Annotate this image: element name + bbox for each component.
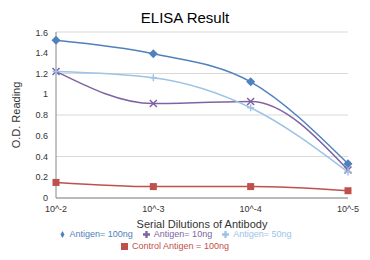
svg-text:O.D. Reading: O.D. Reading: [10, 82, 22, 149]
svg-text:1.2: 1.2: [35, 69, 48, 79]
html-text:Antigen= 50ng: Antigen= 50ng: [233, 229, 292, 239]
svg-text:1: 1: [43, 89, 48, 99]
svg-text:0: 0: [43, 193, 48, 203]
svg-text:0.8: 0.8: [35, 110, 48, 120]
html-text:Antigen= 10ng: Antigen= 10ng: [153, 229, 213, 239]
svg-text:10^-5: 10^-5: [337, 204, 359, 214]
svg-text:10^-3: 10^-3: [142, 204, 164, 214]
svg-text:Serial Dilutions of Antibody: Serial Dilutions of Antibody: [137, 218, 268, 230]
svg-text:0.4: 0.4: [35, 152, 48, 162]
svg-text:1.6: 1.6: [35, 28, 48, 38]
html-text:ELISA Result: ELISA Result: [140, 9, 230, 26]
svg-text:0.6: 0.6: [35, 131, 48, 141]
svg-text:0.2: 0.2: [35, 172, 48, 182]
svg-text:10^-2: 10^-2: [45, 204, 67, 214]
svg-text:1.4: 1.4: [35, 48, 48, 58]
html-text:Antigen= 100ng: Antigen= 100ng: [69, 229, 133, 239]
svg-text:10^-4: 10^-4: [240, 204, 262, 214]
html-text:Control Antigen = 100ng: Control Antigen = 100ng: [132, 241, 229, 251]
